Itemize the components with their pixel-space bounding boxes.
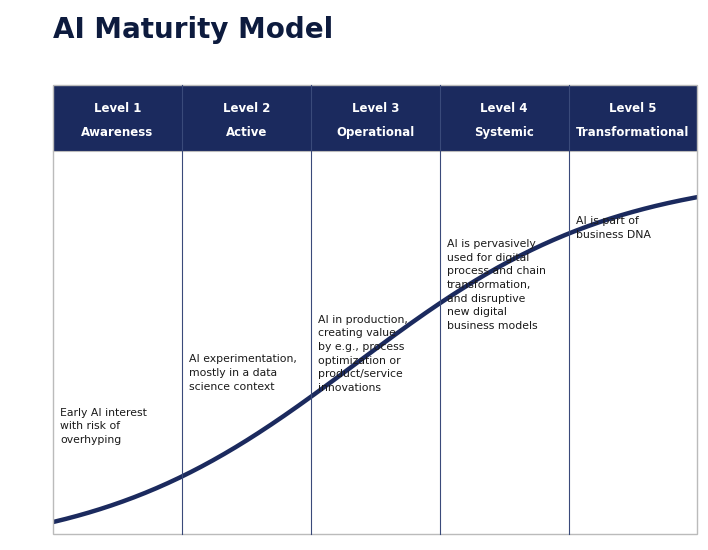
- Text: AI is pervasively
used for digital
process and chain
transformation,
and disrupt: AI is pervasively used for digital proce…: [447, 239, 546, 331]
- Text: AI experimentation,
mostly in a data
science context: AI experimentation, mostly in a data sci…: [189, 354, 297, 392]
- Text: Level 2: Level 2: [223, 102, 270, 115]
- Text: Early AI interest
with risk of
overhyping: Early AI interest with risk of overhypin…: [60, 408, 147, 445]
- Text: Awareness: Awareness: [81, 126, 154, 139]
- Text: AI in production,
creating value
by e.g., process
optimization or
product/servic: AI in production, creating value by e.g.…: [318, 315, 408, 393]
- Text: AI is part of
business DNA: AI is part of business DNA: [576, 216, 651, 239]
- Text: Operational: Operational: [336, 126, 414, 139]
- Text: Level 1: Level 1: [94, 102, 141, 115]
- Text: Level 3: Level 3: [352, 102, 399, 115]
- Text: AI Maturity Model: AI Maturity Model: [53, 16, 333, 44]
- Text: Level 4: Level 4: [480, 102, 528, 115]
- Text: Level 5: Level 5: [609, 102, 657, 115]
- Text: Active: Active: [226, 126, 267, 139]
- Text: Systemic: Systemic: [474, 126, 534, 139]
- Text: Transformational: Transformational: [576, 126, 690, 139]
